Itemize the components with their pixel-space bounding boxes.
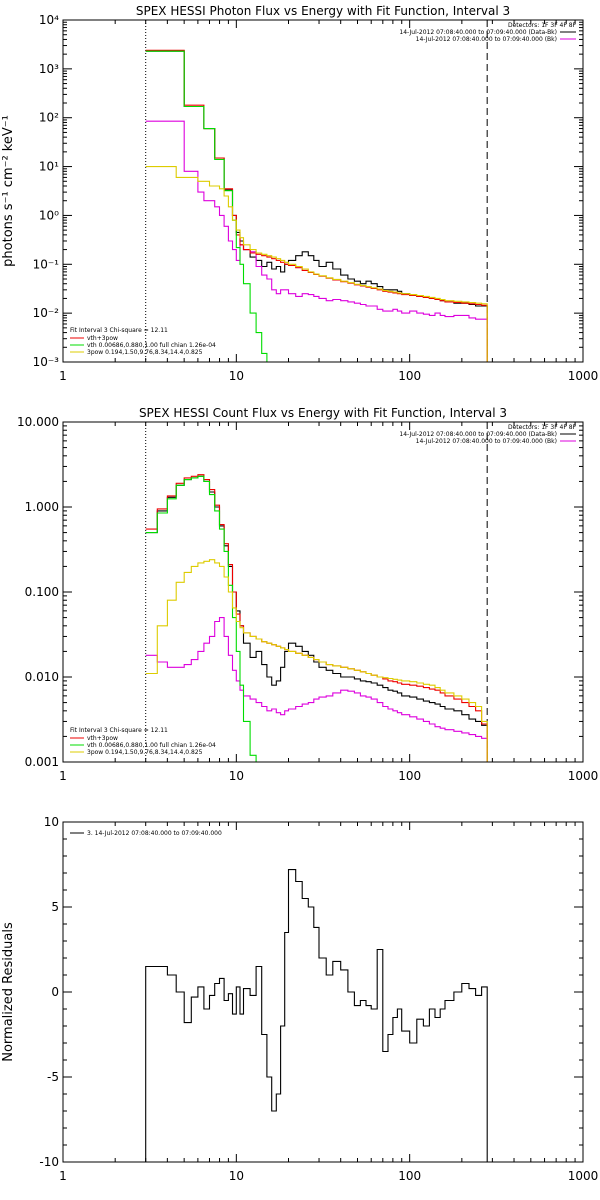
detectors-label: Detectors: 1F 3F 4F 8F: [508, 424, 577, 431]
y-tick-label: 1.000: [25, 500, 59, 514]
y-axis-label: photons s⁻¹ cm⁻² keV⁻¹: [1, 115, 16, 267]
y-tick-label: 10⁻¹: [33, 257, 60, 271]
y-tick-label: 0.001: [25, 755, 59, 769]
axes-frame: [62, 821, 584, 1163]
axes-frame: [62, 421, 584, 763]
series-bk: [145, 617, 488, 762]
legend-entry: 14-Jul-2012 07:08:40.000 to 07:09:40.000…: [399, 29, 557, 36]
plot-area: [145, 869, 488, 1162]
x-tick-label: 100: [398, 369, 421, 383]
legend-entry: 14-Jul-2012 07:08:40.000 to 07:09:40.000…: [416, 36, 557, 43]
legend-entry: 3pow 0.194,1.50,9.76,8.34,14.4,0.825: [87, 349, 203, 356]
chart-panel-1: SPEX HESSI Photon Flux vs Energy with Fi…: [1, 4, 598, 383]
legend-entry: 14-Jul-2012 07:08:40.000 to 07:09:40.000…: [416, 438, 557, 445]
y-tick-label: 10⁰: [39, 208, 59, 222]
series-vth: [145, 475, 488, 762]
fit-info: Fit Interval 3 Chi-square = 12.11: [70, 327, 168, 334]
y-tick-label: 10¹: [39, 160, 59, 174]
series-3pow: [145, 559, 488, 762]
y-tick-label: 0: [51, 985, 59, 999]
x-tick-label: 100: [398, 1169, 421, 1183]
series-residuals: [145, 869, 488, 1162]
x-tick-label: 1000: [568, 769, 599, 783]
y-tick-label: 10³: [39, 62, 59, 76]
series-vth-3pow: [145, 474, 488, 762]
y-tick-label: 0.010: [25, 670, 59, 684]
axes-frame: [62, 19, 584, 363]
x-tick-label: 1000: [568, 1169, 599, 1183]
legend-entry: vth+3pow: [87, 335, 118, 342]
x-tick-label: 100: [398, 769, 421, 783]
x-tick-label: 1: [59, 369, 67, 383]
y-tick-label: 10.000: [17, 415, 59, 429]
fit-info: Fit Interval 3 Chi-square = 12.11: [70, 727, 168, 734]
x-tick-label: 1000: [568, 369, 599, 383]
x-tick-label: 10: [229, 769, 244, 783]
legend-entry: 3. 14-Jul-2012 07:08:40.000 to 07:09:40.…: [87, 830, 222, 837]
plot-area: [145, 474, 488, 762]
y-tick-label: 5: [51, 900, 59, 914]
series-data-bk: [145, 50, 488, 362]
chart-panel-3: 1 10 100 1000 -10 -5 0 5 10 Normalized Residuals 3…: [1, 815, 598, 1183]
x-tick-label: 1: [59, 1169, 67, 1183]
legend-entry: vth+3pow: [87, 735, 118, 742]
y-axis-label: Normalized Residuals: [1, 922, 16, 1062]
series-bk: [145, 120, 488, 362]
series-vth-3pow: [145, 49, 488, 362]
series-vth: [145, 50, 488, 362]
y-tick-label: -5: [47, 1070, 59, 1084]
y-tick-label: -10: [39, 1155, 59, 1169]
y-tick-label: 0.100: [25, 585, 59, 599]
y-tick-label: 10: [44, 815, 59, 829]
x-tick-label: 10: [229, 369, 244, 383]
series-3pow: [145, 166, 488, 362]
x-tick-label: 1: [59, 769, 67, 783]
chart-title: SPEX HESSI Photon Flux vs Energy with Fi…: [136, 4, 510, 18]
y-tick-label: 10⁴: [39, 13, 59, 27]
y-tick-label: 10⁻²: [33, 306, 60, 320]
chart-title: SPEX HESSI Count Flux vs Energy with Fit…: [139, 406, 507, 420]
plot-area: [145, 49, 488, 362]
legend-entry: 14-Jul-2012 07:08:40.000 to 07:09:40.000…: [399, 431, 557, 438]
legend-entry: 3pow 0.194,1.50,9.76,8.34,14.4,0.825: [87, 749, 203, 756]
y-tick-label: 10²: [39, 111, 59, 125]
detectors-label: Detectors: 1F 3F 4F 8F: [508, 22, 577, 29]
legend-entry: vth 0.00686,0.880,1.00 full chian 1.26e-…: [87, 742, 216, 749]
chart-panel-2: SPEX HESSI Count Flux vs Energy with Fit…: [17, 406, 598, 783]
series-data-bk: [145, 475, 488, 762]
x-tick-label: 10: [229, 1169, 244, 1183]
legend-entry: vth 0.00686,0.880,1.00 full chian 1.26e-…: [87, 342, 216, 349]
y-tick-label: 10⁻³: [33, 355, 60, 369]
